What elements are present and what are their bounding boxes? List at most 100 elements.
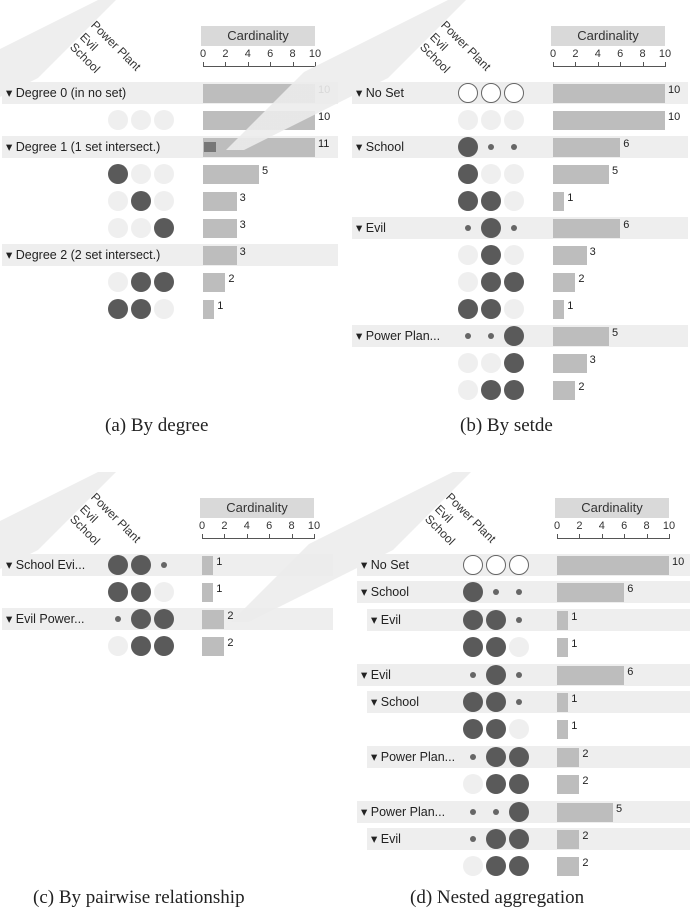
aggregate-row-label[interactable]: ▾ Degree 1 (1 set intersect.) — [6, 140, 161, 154]
set-membership-empty-icon — [509, 719, 529, 740]
set-membership-full-icon — [458, 191, 478, 211]
set-membership-empty-icon — [504, 110, 524, 130]
cardinality-value: 1 — [567, 300, 574, 312]
cardinality-axis — [203, 66, 315, 67]
cardinality-value: 3 — [239, 219, 246, 231]
cardinality-bar — [553, 381, 576, 400]
cardinality-bar — [553, 354, 587, 373]
cardinality-bar — [203, 219, 237, 238]
axis-tick-label-3: 6 — [267, 48, 274, 60]
set-membership-dot-icon — [465, 225, 471, 231]
axis-tick-label-0: 0 — [199, 48, 207, 60]
set-membership-full-icon — [504, 326, 524, 346]
cardinality-bar — [202, 637, 225, 656]
cardinality-value: 2 — [582, 857, 589, 870]
set-membership-outline-icon — [458, 83, 478, 103]
set-membership-dot-icon — [516, 616, 522, 623]
axis-tick-1 — [575, 62, 577, 67]
cardinality-value: 1 — [217, 300, 224, 312]
cardinality-bar — [553, 111, 665, 130]
set-membership-full-icon — [463, 637, 483, 658]
axis-tick-label-4: 8 — [289, 48, 296, 60]
axis-tick-4 — [642, 62, 644, 67]
set-membership-full-icon — [486, 856, 506, 877]
set-membership-outline-icon — [504, 83, 524, 103]
set-membership-full-icon — [486, 692, 506, 712]
set-membership-full-icon — [131, 609, 151, 629]
set-membership-empty-icon — [154, 110, 174, 130]
axis-tick-4 — [291, 534, 293, 539]
set-membership-empty-icon — [108, 110, 128, 130]
set-membership-outline-icon — [481, 83, 501, 103]
set-membership-empty-icon — [131, 218, 151, 238]
aggregate-row-label[interactable]: ▾ School Evi... — [6, 558, 86, 572]
set-membership-empty-icon — [154, 582, 174, 602]
cardinality-value: 5 — [616, 802, 623, 815]
cardinality-bar — [557, 693, 569, 712]
aggregate-row-label[interactable]: ▾ Power Plan... — [361, 804, 446, 819]
panel-caption: (a) By degree — [105, 415, 209, 436]
aggregate-row-label[interactable]: ▾ Evil Power... — [6, 612, 85, 626]
set-membership-dot-icon — [516, 589, 522, 596]
set-membership-full-icon — [108, 555, 128, 575]
set-membership-full-icon — [131, 299, 151, 319]
cardinality-bar — [202, 583, 214, 602]
cardinality-bar — [202, 556, 214, 575]
set-membership-empty-icon — [481, 353, 501, 373]
set-membership-full-icon — [509, 829, 529, 849]
cardinality-bar — [202, 610, 225, 629]
axis-tick-5 — [665, 62, 666, 67]
panel-caption: (d) Nested aggregation — [410, 887, 585, 908]
axis-tick-label-3: 6 — [621, 520, 628, 532]
cardinality-value: 2 — [578, 381, 585, 393]
aggregate-row-label[interactable]: ▾ Degree 0 (in no set) — [6, 86, 127, 100]
set-membership-full-icon — [458, 137, 478, 157]
axis-tick-label-2: 4 — [243, 520, 250, 532]
axis-tick-4 — [646, 534, 648, 539]
aggregate-row-label[interactable]: ▾ Evil — [361, 667, 391, 682]
aggregate-row-label[interactable]: ▾ School — [361, 585, 409, 600]
set-membership-empty-icon — [481, 164, 501, 184]
aggregate-row-label[interactable]: ▾ Power Plan... — [356, 329, 441, 343]
cardinality-value: 2 — [578, 273, 585, 285]
cardinality-bar — [203, 165, 259, 184]
set-membership-empty-icon — [458, 110, 478, 130]
axis-tick-2 — [597, 62, 599, 67]
set-membership-full-icon — [108, 299, 128, 319]
set-membership-full-icon — [486, 746, 506, 767]
axis-tick-4 — [292, 62, 294, 67]
set-membership-empty-icon — [154, 191, 174, 211]
aggregate-row-label[interactable]: ▾ No Set — [361, 558, 409, 572]
cardinality-value: 6 — [623, 219, 630, 231]
aggregate-row-label[interactable]: ▾ Evil — [371, 612, 401, 627]
set-membership-outline-icon — [509, 555, 529, 575]
aggregate-row-label[interactable]: ▾ Power Plan... — [371, 749, 456, 764]
axis-tick-2 — [601, 534, 603, 539]
aggregate-row-label[interactable]: ▾ School — [371, 695, 419, 709]
aggregate-row-label[interactable]: ▾ Evil — [356, 221, 386, 235]
aggregate-row-label[interactable]: ▾ Degree 2 (2 set intersect.) — [6, 248, 161, 262]
cardinality-value: 10 — [668, 84, 681, 96]
set-membership-full-icon — [486, 719, 506, 740]
axis-tick-label-0: 0 — [553, 520, 561, 532]
cardinality-value: 1 — [571, 610, 578, 623]
aggregate-row-label[interactable]: ▾ Evil — [371, 832, 401, 846]
set-membership-full-icon — [504, 353, 524, 373]
cardinality-bar — [553, 327, 609, 346]
aggregate-row-label[interactable]: ▾ No Set — [356, 86, 404, 100]
set-membership-dot-icon — [161, 562, 167, 568]
panel-2: School Evil Power Plant Cardinality 0 2 4 6 8 10 ▾… — [0, 472, 335, 908]
set-membership-empty-icon — [131, 164, 151, 184]
set-membership-full-icon — [509, 746, 529, 767]
set-membership-full-icon — [463, 692, 483, 712]
aggregate-row-label[interactable]: ▾ School — [356, 140, 404, 154]
set-membership-empty-icon — [463, 774, 483, 795]
set-membership-full-icon — [509, 856, 529, 877]
axis-tick-0 — [203, 62, 204, 67]
axis-tick-5 — [669, 534, 670, 539]
axis-tick-5 — [314, 534, 315, 539]
cardinality-value: 1 — [216, 583, 223, 595]
set-membership-empty-icon — [108, 636, 128, 656]
axis-tick-label-0: 0 — [198, 520, 206, 532]
axis-tick-3 — [624, 534, 626, 539]
